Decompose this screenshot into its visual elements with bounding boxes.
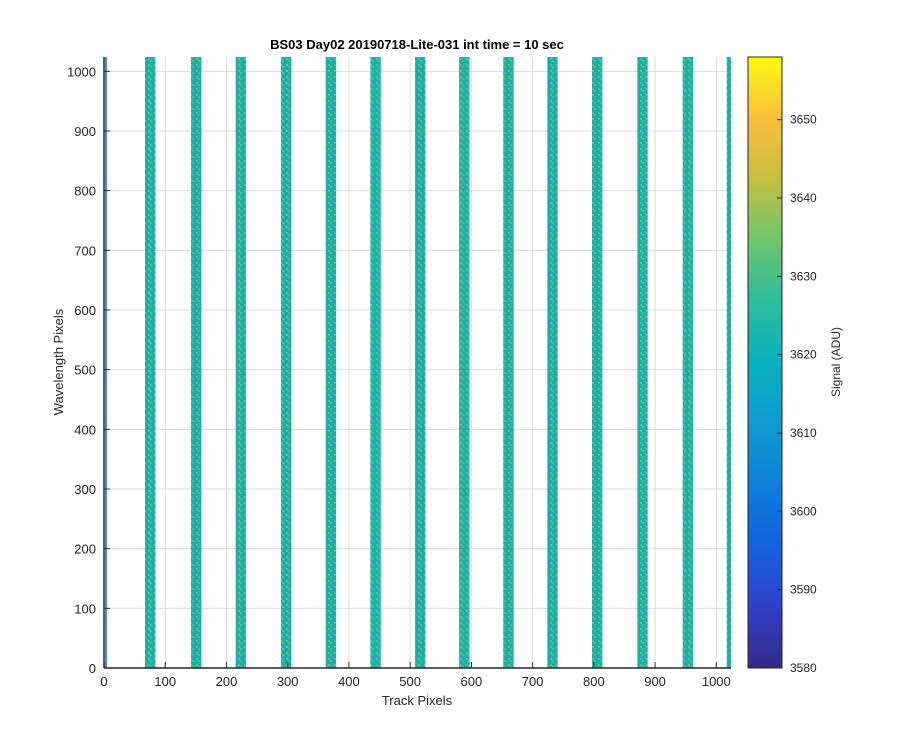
track-stripe <box>592 57 603 668</box>
colorbar-tick-label: 3600 <box>790 504 817 518</box>
track-stripe <box>415 57 426 668</box>
track-stripe <box>280 57 292 668</box>
y-axis-label: Wavelength Pixels <box>51 308 66 415</box>
x-tick-label: 800 <box>583 674 605 689</box>
track-stripes <box>145 57 731 668</box>
track-stripe <box>235 57 247 668</box>
track-stripe <box>459 57 470 668</box>
colorbar-ticks: 3580 3590 3600 3610 3620 3630 3640 3650 <box>777 113 817 675</box>
track-stripe <box>325 57 337 668</box>
x-axis-label: Track Pixels <box>382 693 453 708</box>
y-tick-label: 900 <box>74 124 96 139</box>
track-stripe <box>682 57 694 668</box>
x-tick-label: 1000 <box>702 674 731 689</box>
colorbar-tick-label: 3640 <box>790 191 817 205</box>
y-tick-label: 300 <box>74 482 96 497</box>
track-stripe <box>637 57 648 668</box>
track-stripe <box>726 57 731 668</box>
track-stripe <box>547 57 558 668</box>
left-edge-column <box>104 57 107 668</box>
chart-title: BS03 Day02 20190718-Lite-031 int time = … <box>270 37 564 52</box>
track-stripe <box>145 57 156 668</box>
y-tick-label: 200 <box>74 542 96 557</box>
track-stripe <box>503 57 514 668</box>
y-tick-label: 600 <box>74 303 96 318</box>
colorbar-tick-label: 3590 <box>790 583 817 597</box>
x-tick-label: 0 <box>100 674 107 689</box>
x-tick-label: 100 <box>154 674 176 689</box>
y-tick-label: 800 <box>74 184 96 199</box>
x-tick-label: 700 <box>522 674 544 689</box>
colorbar-tick-label: 3630 <box>790 269 817 283</box>
colorbar-tick-label: 3580 <box>790 661 817 675</box>
x-tick-label: 500 <box>399 674 421 689</box>
colorbar-tick-label: 3650 <box>790 113 817 127</box>
colorbar-tick-label: 3620 <box>790 348 817 362</box>
y-tick-label: 100 <box>74 601 96 616</box>
colorbar <box>747 56 783 669</box>
y-tick-label: 400 <box>74 422 96 437</box>
x-tick-label: 200 <box>216 674 238 689</box>
x-tick-label: 600 <box>461 674 483 689</box>
y-tick-label: 1000 <box>67 64 96 79</box>
x-tick-label: 900 <box>644 674 666 689</box>
track-stripe <box>190 57 202 668</box>
x-tick-label: 300 <box>277 674 299 689</box>
y-tick-label: 0 <box>89 661 96 676</box>
colorbar-tick-label: 3610 <box>790 426 817 440</box>
x-tick-label: 400 <box>338 674 360 689</box>
y-axis-ticks: 0 100 200 300 400 500 600 700 800 900 1000 <box>67 64 110 676</box>
y-tick-label: 500 <box>74 363 96 378</box>
x-axis-ticks: 0 100 200 300 400 500 600 700 800 900 1000 <box>100 662 731 689</box>
track-stripe <box>370 57 381 668</box>
y-tick-label: 700 <box>74 243 96 258</box>
colorbar-label: Signal (ADU) <box>829 327 843 397</box>
